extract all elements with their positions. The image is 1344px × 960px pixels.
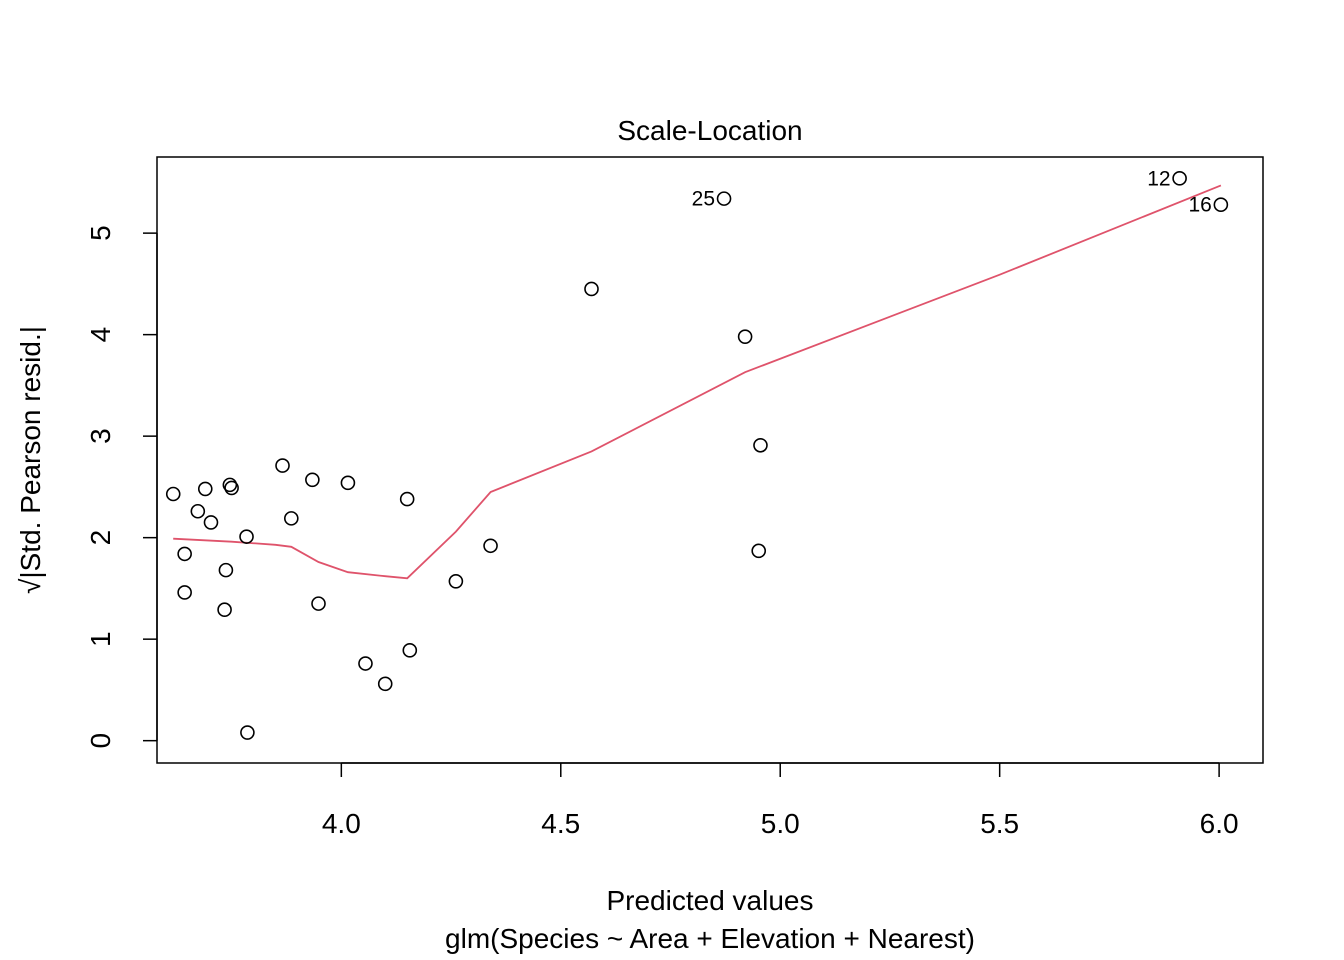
- data-point: [177, 585, 192, 600]
- x-tick-label: 5.0: [761, 808, 800, 839]
- data-point: [305, 472, 320, 488]
- data-point: [1172, 171, 1187, 186]
- data-point: [716, 191, 732, 206]
- data-point: [283, 511, 299, 526]
- data-point: [177, 546, 192, 562]
- x-tick-label: 6.0: [1200, 808, 1239, 839]
- data-point: [217, 602, 232, 618]
- point-label: 12: [1147, 167, 1170, 190]
- point-label: 25: [692, 188, 715, 211]
- data-point: [197, 481, 213, 497]
- data-point: [239, 529, 254, 544]
- plot-frame: [156, 156, 1264, 764]
- data-point: [240, 725, 255, 740]
- point-label: 16: [1189, 194, 1212, 217]
- y-axis: 0 1 2 3 4 5: [85, 225, 158, 749]
- data-point: [402, 643, 418, 658]
- y-axis-label: √|Std. Pearson resid.|: [15, 326, 46, 594]
- data-point: [399, 491, 415, 507]
- y-tick-label: 3: [85, 428, 116, 444]
- x-axis-label: Predicted values: [606, 885, 813, 916]
- x-tick-label: 4.5: [541, 808, 580, 839]
- data-point: [165, 486, 181, 502]
- data-point: [190, 503, 206, 519]
- data-point: [358, 656, 373, 671]
- chart-title: Scale-Location: [617, 115, 802, 146]
- data-point: [222, 477, 238, 493]
- data-point: [1213, 197, 1229, 213]
- data-point: [751, 543, 767, 559]
- x-tick-label: 5.5: [980, 808, 1019, 839]
- points-group: 25 12 16: [165, 167, 1229, 740]
- data-point: [483, 538, 498, 554]
- y-tick-label: 5: [85, 225, 116, 241]
- data-point: [377, 676, 393, 692]
- data-point: [737, 329, 753, 344]
- smooth-line-group: [173, 184, 1222, 580]
- y-tick-label: 1: [85, 631, 116, 647]
- data-point: [584, 281, 599, 297]
- data-point: [275, 458, 290, 473]
- data-point: [224, 480, 239, 496]
- smooth-line: [173, 184, 1222, 580]
- model-formula-subtitle: glm(Species ~ Area + Elevation + Nearest…: [445, 923, 975, 954]
- data-point: [753, 437, 768, 453]
- data-point: [218, 562, 234, 578]
- y-tick-label: 0: [85, 733, 116, 749]
- y-tick-label: 4: [85, 327, 116, 343]
- data-point: [203, 515, 219, 530]
- data-point: [311, 596, 326, 611]
- x-axis: 4.0 4.5 5.0 5.5 6.0: [322, 762, 1239, 839]
- data-point: [340, 475, 356, 491]
- y-tick-label: 2: [85, 530, 116, 546]
- x-tick-label: 4.0: [322, 808, 361, 839]
- data-point: [448, 574, 464, 589]
